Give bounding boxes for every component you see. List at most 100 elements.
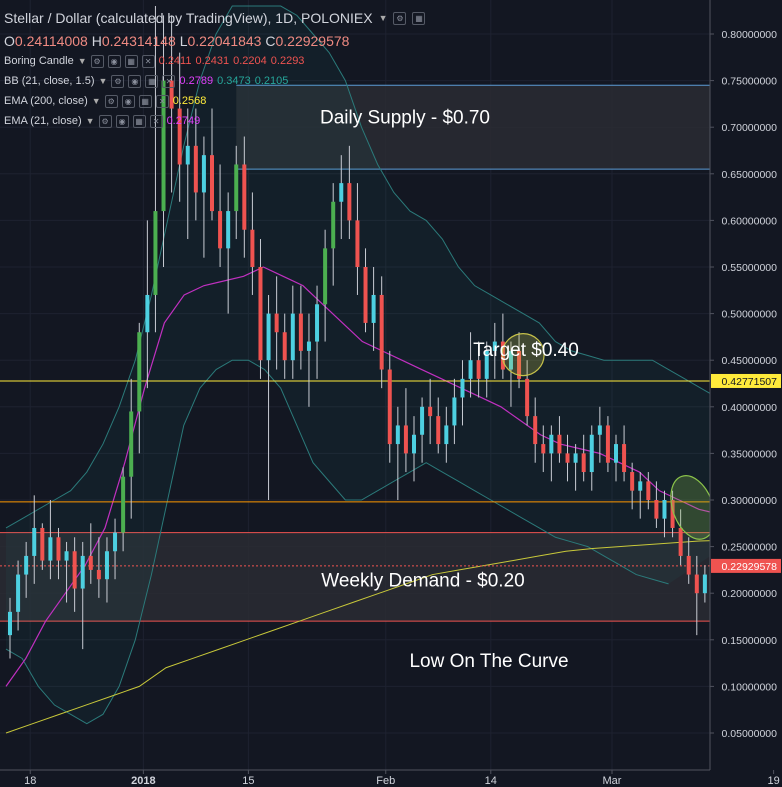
candle-body[interactable]: [137, 332, 142, 412]
candle-body[interactable]: [533, 416, 538, 445]
candle-body[interactable]: [331, 201, 336, 249]
candle-body[interactable]: [347, 183, 352, 221]
format-icon[interactable]: ▦: [138, 94, 152, 108]
format-icon[interactable]: ▦: [124, 54, 138, 68]
candle-body[interactable]: [500, 341, 505, 370]
candle-body[interactable]: [517, 350, 522, 379]
candle-body[interactable]: [403, 425, 408, 454]
settings-icon[interactable]: ⚙: [104, 94, 118, 108]
candle-body[interactable]: [210, 155, 214, 212]
candle-body[interactable]: [145, 294, 150, 333]
settings-icon[interactable]: ⚙: [393, 11, 407, 25]
candle-body[interactable]: [476, 360, 481, 379]
candle-body[interactable]: [605, 425, 610, 463]
chevron-down-icon[interactable]: ▼: [98, 76, 108, 86]
candle-body[interactable]: [201, 155, 206, 193]
settings-icon[interactable]: ⚙: [90, 54, 104, 68]
eye-icon[interactable]: ◉: [115, 114, 129, 128]
indicator-row-boring-candle[interactable]: Boring Candle ▼ ⚙ ◉ ▦ ✕ 0.2411 0.2431 0.…: [4, 53, 304, 69]
candle-body[interactable]: [395, 425, 400, 445]
candle-body[interactable]: [113, 532, 118, 552]
candle-body[interactable]: [266, 313, 271, 361]
format-icon[interactable]: ▦: [145, 74, 159, 88]
candle-body[interactable]: [56, 537, 61, 561]
candle-body[interactable]: [452, 397, 457, 426]
candle-body[interactable]: [226, 211, 231, 249]
candle-body[interactable]: [153, 211, 158, 295]
candle-body[interactable]: [161, 80, 166, 212]
candle-body[interactable]: [250, 229, 255, 267]
candle-body[interactable]: [670, 500, 675, 528]
candle-body[interactable]: [614, 444, 618, 463]
candle-body[interactable]: [274, 313, 279, 333]
candle-body[interactable]: [565, 453, 570, 463]
format-icon[interactable]: ▦: [132, 114, 146, 128]
candle-body[interactable]: [185, 145, 190, 165]
candle-body[interactable]: [339, 183, 344, 202]
candle-body[interactable]: [242, 164, 247, 230]
candle-body[interactable]: [258, 267, 263, 361]
candle-body[interactable]: [581, 453, 586, 473]
candle-body[interactable]: [64, 551, 69, 561]
candle-body[interactable]: [234, 164, 239, 212]
candle-body[interactable]: [96, 569, 101, 580]
candle-body[interactable]: [484, 350, 489, 379]
settings-icon[interactable]: ⚙: [111, 74, 125, 88]
candle-body[interactable]: [48, 537, 53, 561]
candle-body[interactable]: [80, 555, 85, 589]
candle-body[interactable]: [460, 378, 465, 398]
candle-body[interactable]: [88, 555, 93, 570]
candle-body[interactable]: [444, 425, 449, 445]
candle-body[interactable]: [597, 425, 602, 435]
candle-body[interactable]: [371, 294, 376, 323]
candle-body[interactable]: [129, 411, 134, 477]
candle-body[interactable]: [468, 360, 473, 379]
candle-body[interactable]: [428, 406, 433, 417]
candle-body[interactable]: [686, 555, 691, 575]
candle-body[interactable]: [492, 341, 497, 351]
indicator-row-ema21[interactable]: EMA (21, close) ▼ ⚙ ◉ ▦ ✕ 0.2749: [4, 113, 200, 129]
candle-body[interactable]: [8, 611, 12, 636]
title-dropdown-icon[interactable]: ▼: [378, 13, 388, 23]
chevron-down-icon[interactable]: ▼: [77, 56, 87, 66]
candle-body[interactable]: [622, 444, 627, 473]
candle-body[interactable]: [387, 369, 392, 445]
candle-body[interactable]: [298, 313, 303, 351]
eye-icon[interactable]: ◉: [121, 94, 135, 108]
candle-body[interactable]: [121, 476, 126, 533]
candle-body[interactable]: [355, 220, 360, 267]
candle-body[interactable]: [654, 500, 659, 519]
candle-body[interactable]: [412, 434, 416, 454]
candle-body[interactable]: [32, 527, 37, 556]
candle-body[interactable]: [508, 350, 513, 370]
close-icon[interactable]: ✕: [162, 74, 176, 88]
candle-body[interactable]: [573, 453, 578, 463]
settings-icon[interactable]: ⚙: [98, 114, 112, 128]
candle-body[interactable]: [630, 472, 635, 491]
candle-body[interactable]: [363, 267, 368, 323]
close-icon[interactable]: ✕: [141, 54, 155, 68]
format-icon[interactable]: ▦: [412, 11, 426, 25]
close-icon[interactable]: ✕: [149, 114, 163, 128]
candle-body[interactable]: [315, 304, 320, 342]
candle-body[interactable]: [306, 341, 311, 351]
candle-body[interactable]: [541, 444, 546, 454]
candle-body[interactable]: [525, 378, 530, 417]
eye-icon[interactable]: ◉: [128, 74, 142, 88]
candle-body[interactable]: [40, 527, 45, 561]
candle-body[interactable]: [16, 574, 21, 612]
close-icon[interactable]: ✕: [155, 94, 169, 108]
candle-body[interactable]: [24, 555, 29, 575]
candle-body[interactable]: [436, 416, 441, 445]
candle-body[interactable]: [662, 500, 667, 519]
candle-body[interactable]: [379, 294, 384, 370]
candle-body[interactable]: [177, 108, 182, 165]
candle-body[interactable]: [72, 551, 77, 589]
candle-body[interactable]: [420, 406, 425, 435]
candle-body[interactable]: [549, 434, 554, 454]
indicator-row-bb[interactable]: BB (21, close, 1.5) ▼ ⚙ ◉ ▦ ✕ 0.2789 0.3…: [4, 73, 288, 89]
indicator-row-ema200[interactable]: EMA (200, close) ▼ ⚙ ◉ ▦ ✕ 0.2568: [4, 93, 206, 109]
candle-body[interactable]: [646, 481, 651, 500]
chevron-down-icon[interactable]: ▼: [91, 96, 101, 106]
